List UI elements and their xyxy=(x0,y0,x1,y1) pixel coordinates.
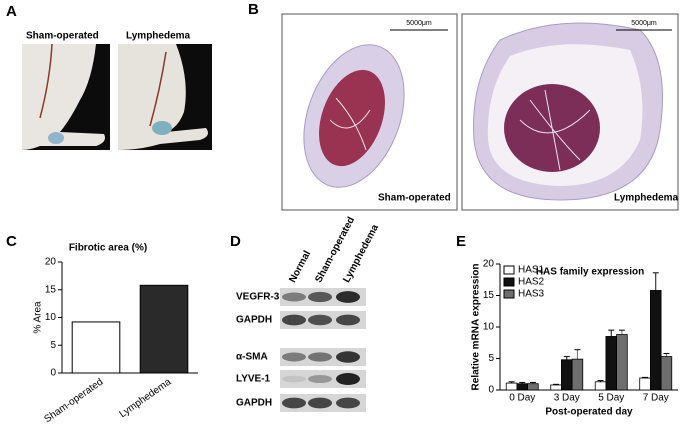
section-label: Sham-operated xyxy=(378,193,451,204)
y-tick-label: 0 xyxy=(50,368,56,379)
blot-band xyxy=(336,397,360,409)
blot-band xyxy=(336,291,360,303)
x-tick-label: 7 Day xyxy=(643,393,669,404)
x-tick-label: Sham-operated xyxy=(42,377,105,426)
bar xyxy=(660,356,673,391)
blot-band xyxy=(308,314,332,326)
chart-title: HAS family expression xyxy=(536,267,644,278)
blot-band xyxy=(282,375,306,383)
bar xyxy=(139,284,189,374)
photo-label: Lymphedema xyxy=(126,31,191,42)
histology-section xyxy=(461,13,679,211)
panel-label: D xyxy=(230,233,241,250)
blot-row-label: α-SMA xyxy=(236,352,268,363)
blot-band xyxy=(308,397,332,409)
panel-label: B xyxy=(248,1,259,18)
bar xyxy=(527,383,539,391)
scale-bar-label: 5000μm xyxy=(406,20,432,27)
legend-label: HAS3 xyxy=(518,289,545,300)
y-tick-label: 10 xyxy=(45,312,57,323)
photo xyxy=(22,43,110,150)
blot-band xyxy=(282,292,306,302)
blot-band xyxy=(282,314,306,326)
bar xyxy=(605,336,617,391)
lane-label: Normal xyxy=(287,249,313,285)
y-tick-label: 10 xyxy=(483,322,495,333)
blot-band xyxy=(336,351,360,363)
blot-row-label: GAPDH xyxy=(236,315,272,326)
blot-band xyxy=(308,291,332,303)
x-axis-title: Post-operated day xyxy=(545,407,633,418)
x-tick-label: 0 Day xyxy=(509,393,535,404)
blot-band xyxy=(336,373,360,385)
blot-band xyxy=(308,352,332,362)
scale-bar-label: 5000μm xyxy=(631,20,657,27)
y-tick-label: 20 xyxy=(45,257,57,268)
y-axis-title: Relative mRNA expression xyxy=(471,264,482,391)
x-tick-label: Lymphedema xyxy=(118,376,174,420)
bar xyxy=(616,334,628,391)
bar xyxy=(71,321,121,374)
blot-band xyxy=(336,314,360,326)
blot-row-label: LYVE-1 xyxy=(236,374,271,385)
bar xyxy=(516,383,528,391)
blot-band xyxy=(308,374,332,384)
bar xyxy=(639,377,651,391)
x-tick-label: 5 Day xyxy=(598,393,624,404)
legend-swatch xyxy=(503,277,515,287)
y-tick-label: 5 xyxy=(50,340,56,351)
blot-band xyxy=(282,352,306,362)
section-label: Lymphedema xyxy=(614,193,679,204)
legend-swatch xyxy=(503,289,515,299)
y-tick-label: 15 xyxy=(483,290,495,301)
y-tick-label: 5 xyxy=(488,353,494,364)
panel-label: E xyxy=(456,233,466,250)
panel-label: A xyxy=(6,3,17,20)
x-tick-label: 3 Day xyxy=(554,393,580,404)
histology-section xyxy=(281,13,458,211)
y-tick-label: 0 xyxy=(488,385,494,396)
western-blot: Normal Sham-operatedLymphedemaVEGFR-3GAPD… xyxy=(236,215,381,412)
legend-label: HAS1 xyxy=(518,265,545,276)
y-axis-title: % Area xyxy=(33,301,44,334)
chart-title: Fibrotic area (%) xyxy=(69,243,147,254)
legend-swatch xyxy=(503,265,515,275)
y-tick-label: 15 xyxy=(45,284,57,295)
blot-row-label: GAPDH xyxy=(236,398,272,409)
bar xyxy=(571,358,584,391)
photo xyxy=(118,44,212,150)
bar xyxy=(594,381,607,391)
legend-label: HAS2 xyxy=(518,277,545,288)
blot-band xyxy=(282,397,306,409)
blot-row-label: VEGFR-3 xyxy=(236,292,280,303)
y-tick-label: 20 xyxy=(483,259,495,270)
bar xyxy=(650,290,662,391)
bar xyxy=(561,359,573,391)
bar xyxy=(550,384,562,391)
panel-label: C xyxy=(6,233,17,250)
bar xyxy=(505,382,518,391)
photo-label: Sham-operated xyxy=(26,31,99,42)
